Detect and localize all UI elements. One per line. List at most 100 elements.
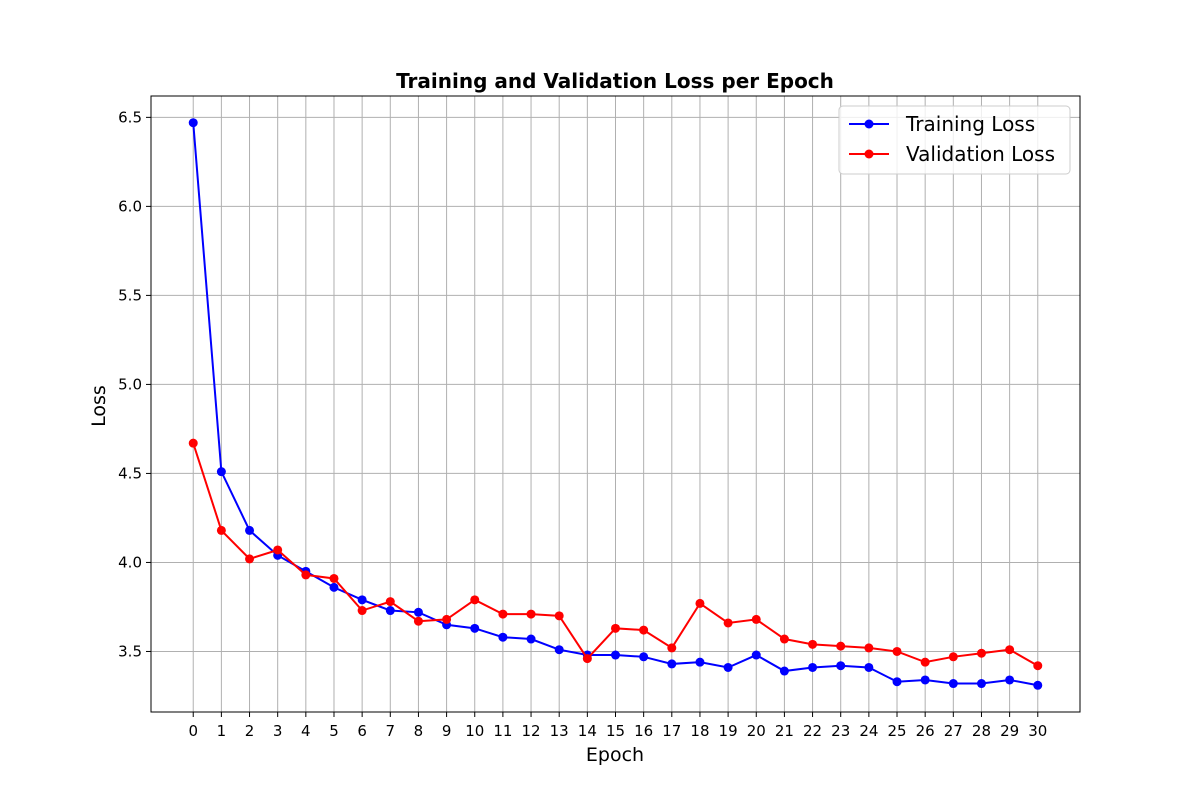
validation-loss-point bbox=[611, 623, 620, 633]
legend-label-training: Training Loss bbox=[905, 112, 1035, 136]
training-loss-point bbox=[188, 118, 198, 128]
x-tick-label: 30 bbox=[1028, 722, 1047, 740]
chart-title: Training and Validation Loss per Epoch bbox=[396, 69, 834, 93]
validation-loss-point bbox=[554, 611, 564, 621]
validation-loss-point bbox=[751, 614, 761, 624]
validation-loss-point bbox=[864, 643, 874, 653]
training-loss-point bbox=[385, 606, 395, 616]
y-tick-label: 5.5 bbox=[118, 286, 142, 304]
x-tick-label: 12 bbox=[521, 722, 540, 740]
x-tick-label: 7 bbox=[386, 722, 396, 740]
x-tick-label: 9 bbox=[442, 722, 452, 740]
x-tick-label: 24 bbox=[859, 722, 878, 740]
x-tick-label: 23 bbox=[831, 722, 850, 740]
training-loss-point bbox=[948, 679, 958, 689]
x-tick-label: 10 bbox=[465, 722, 484, 740]
training-loss-point bbox=[245, 525, 255, 535]
x-tick-label: 8 bbox=[414, 722, 424, 740]
axis-layer: 0 1 2 3 4 5 6 7 8 9 10 11 12 13 14 15 16 17 18 19 20 21 22 23 24… bbox=[118, 108, 1047, 740]
x-tick-label: 26 bbox=[916, 722, 935, 740]
x-tick-label: 3 bbox=[273, 722, 283, 740]
x-tick-label: 22 bbox=[803, 722, 822, 740]
validation-loss-point bbox=[413, 616, 423, 626]
x-tick-label: 25 bbox=[887, 722, 906, 740]
validation-loss-point bbox=[385, 597, 395, 607]
x-tick-label: 27 bbox=[944, 722, 963, 740]
training-loss-point bbox=[779, 666, 789, 676]
validation-loss-point bbox=[582, 654, 592, 664]
training-loss-point bbox=[639, 652, 649, 662]
training-loss-point bbox=[667, 659, 677, 669]
training-loss-point bbox=[1005, 675, 1015, 685]
legend-label-validation: Validation Loss bbox=[906, 142, 1055, 166]
training-loss-point bbox=[470, 623, 480, 633]
y-tick-label: 4.5 bbox=[118, 464, 142, 482]
y-tick-label: 4.0 bbox=[118, 553, 142, 571]
training-loss-point bbox=[498, 632, 508, 642]
x-tick-label: 5 bbox=[329, 722, 339, 740]
training-loss-point bbox=[611, 650, 620, 660]
validation-loss-point bbox=[526, 609, 536, 619]
training-loss-point bbox=[836, 661, 846, 671]
validation-loss-point bbox=[245, 554, 255, 564]
x-tick-label: 1 bbox=[217, 722, 227, 740]
x-tick-label: 14 bbox=[578, 722, 597, 740]
legend-marker-training bbox=[864, 119, 874, 129]
training-loss-point bbox=[864, 662, 874, 672]
x-tick-label: 16 bbox=[634, 722, 653, 740]
x-tick-label: 13 bbox=[550, 722, 569, 740]
y-tick-label: 6.5 bbox=[118, 108, 142, 126]
training-loss-point bbox=[216, 467, 226, 477]
training-loss-point bbox=[892, 677, 902, 687]
validation-loss-point bbox=[695, 598, 705, 608]
legend-box bbox=[838, 105, 1071, 175]
training-loss-point bbox=[723, 662, 733, 672]
validation-loss-point bbox=[920, 657, 930, 667]
x-tick-label: 4 bbox=[301, 722, 311, 740]
x-tick-label: 29 bbox=[1000, 722, 1019, 740]
x-tick-label: 6 bbox=[357, 722, 367, 740]
y-tick-label: 3.5 bbox=[118, 642, 142, 660]
x-tick-label: 15 bbox=[606, 722, 625, 740]
x-tick-label: 17 bbox=[662, 722, 681, 740]
validation-loss-point bbox=[639, 625, 649, 635]
training-loss-point bbox=[695, 657, 705, 667]
x-axis-label: Epoch bbox=[586, 744, 644, 766]
x-tick-label: 0 bbox=[188, 722, 198, 740]
y-tick-label: 5.0 bbox=[118, 375, 142, 393]
validation-loss-point bbox=[301, 570, 311, 580]
y-axis-label: Loss bbox=[88, 385, 110, 427]
training-loss-point bbox=[976, 679, 986, 689]
validation-loss-point bbox=[273, 545, 283, 555]
legend-marker-validation bbox=[864, 149, 874, 159]
x-tick-label: 28 bbox=[972, 722, 991, 740]
training-loss-point bbox=[920, 675, 930, 685]
training-loss-point bbox=[1033, 680, 1043, 690]
validation-loss-point bbox=[188, 438, 198, 448]
y-tick-label: 6.0 bbox=[118, 197, 142, 215]
legend: Training Loss Validation Loss bbox=[838, 105, 1071, 175]
validation-loss-point bbox=[216, 525, 226, 535]
training-loss-point bbox=[751, 650, 761, 660]
training-loss-point bbox=[357, 595, 367, 605]
training-loss-point bbox=[526, 634, 536, 644]
validation-loss-point bbox=[357, 606, 367, 616]
validation-loss-point bbox=[329, 573, 339, 583]
x-tick-label: 11 bbox=[493, 722, 512, 740]
x-tick-label: 18 bbox=[690, 722, 709, 740]
x-tick-label: 19 bbox=[719, 722, 738, 740]
training-loss-point bbox=[329, 582, 339, 592]
validation-loss-point bbox=[498, 609, 508, 619]
validation-loss-point bbox=[948, 652, 958, 662]
x-tick-label: 20 bbox=[747, 722, 766, 740]
validation-loss-point bbox=[470, 595, 480, 605]
training-loss-point bbox=[554, 645, 564, 655]
validation-loss-point bbox=[1033, 661, 1043, 671]
x-tick-label: 2 bbox=[245, 722, 255, 740]
validation-loss-point bbox=[808, 639, 818, 649]
validation-loss-point bbox=[836, 641, 846, 651]
training-loss-point bbox=[808, 662, 818, 672]
grid-layer bbox=[151, 96, 1080, 712]
